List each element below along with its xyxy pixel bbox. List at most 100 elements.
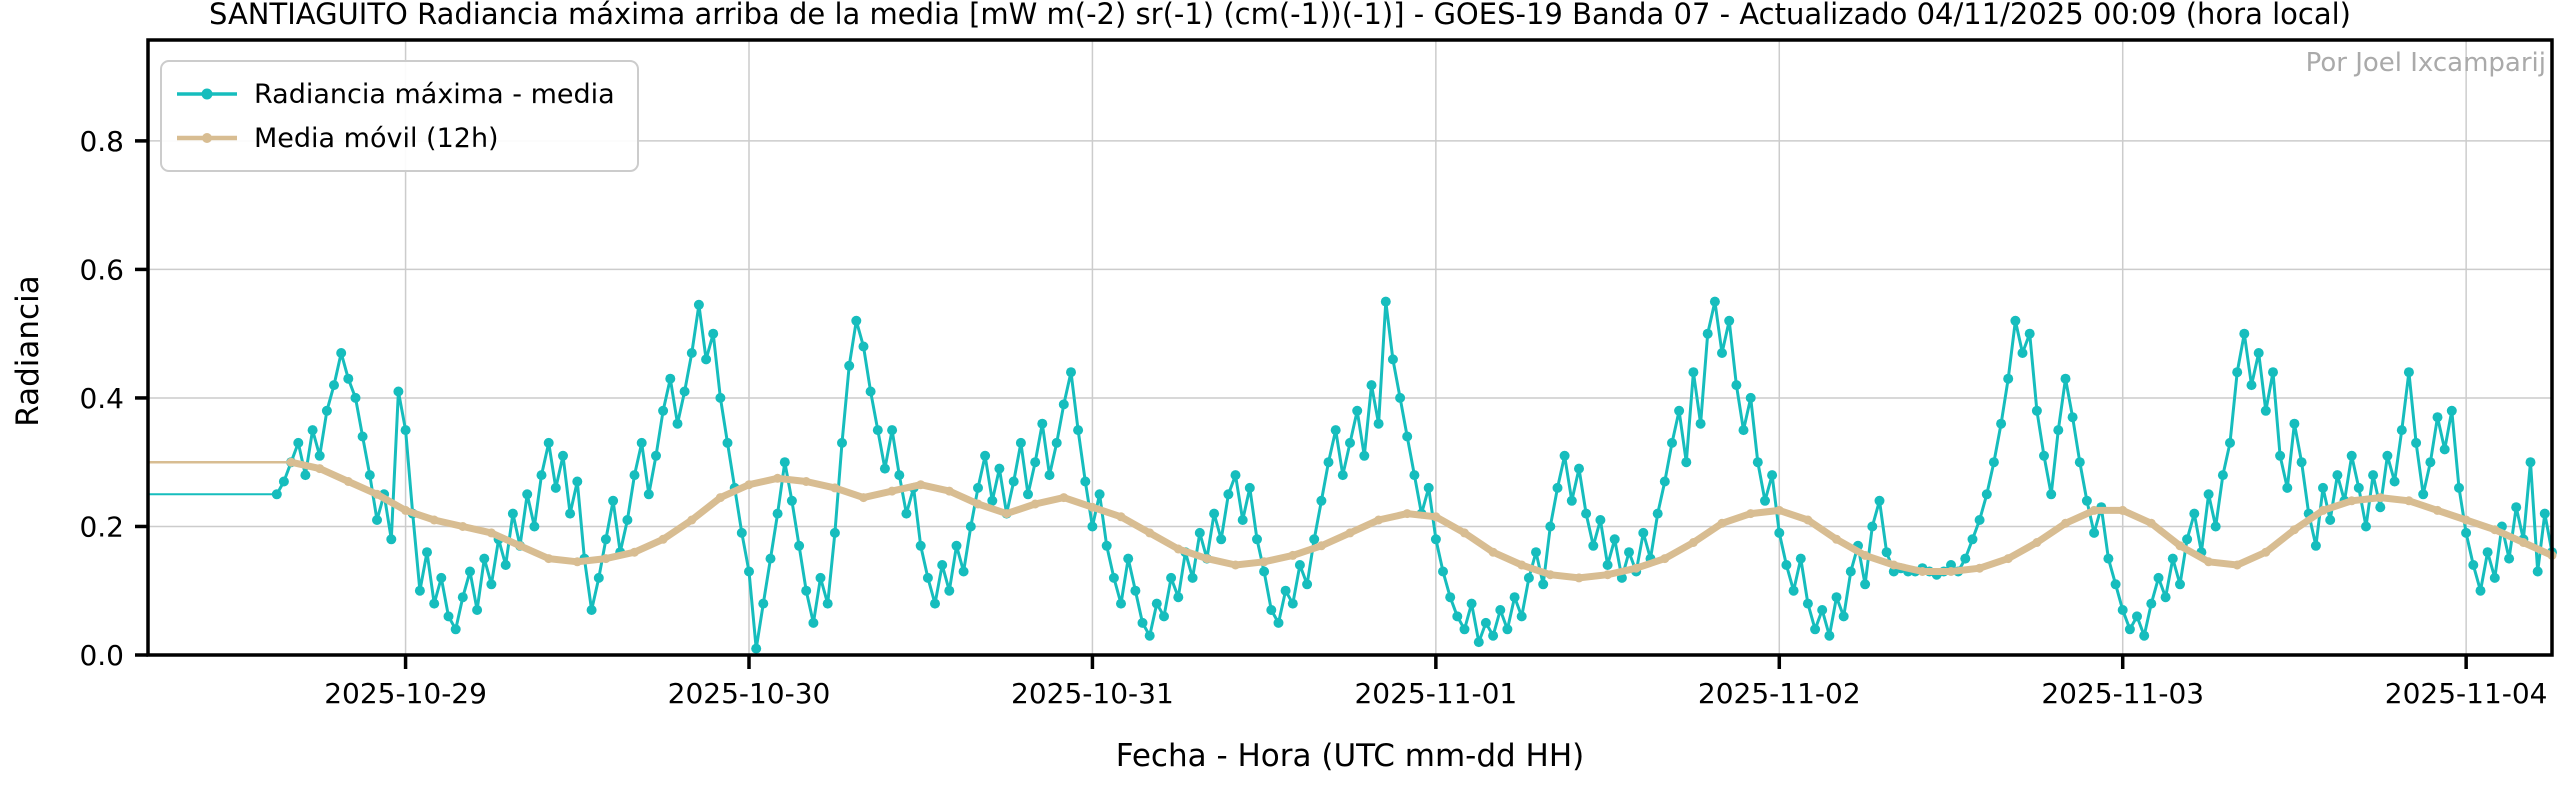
series-1-marker — [1545, 570, 1555, 580]
series-0-marker — [1559, 450, 1570, 461]
series-0-marker — [1502, 624, 1513, 635]
series-1-marker — [1488, 547, 1498, 557]
series-0-marker — [951, 540, 962, 551]
series-0-marker — [2031, 405, 2042, 416]
legend-item-max: Radiancia máxima - media — [176, 72, 615, 116]
series-0-marker — [2110, 579, 2121, 590]
series-1-marker — [1288, 550, 1298, 560]
series-0-marker — [1724, 315, 1735, 326]
series-0-marker — [2532, 566, 2543, 577]
series-1-marker — [1717, 518, 1727, 528]
series-0-marker — [1466, 598, 1477, 609]
series-0-marker — [1516, 611, 1527, 622]
series-0-marker — [2489, 572, 2500, 583]
series-0-marker — [465, 566, 475, 577]
series-0-marker — [629, 470, 640, 481]
series-1-marker — [2404, 496, 2414, 506]
series-0-marker — [1294, 560, 1305, 570]
y-tick-label: 0.4 — [79, 382, 124, 415]
x-axis-label: Fecha - Hora (UTC mm-dd HH) — [1115, 738, 1585, 774]
series-0-marker — [1781, 560, 1792, 570]
series-1-marker — [1002, 509, 1012, 519]
series-0-marker — [1209, 508, 1220, 519]
series-0-marker — [2275, 450, 2286, 461]
series-1-marker — [1832, 534, 1841, 544]
series-0-marker — [1488, 630, 1499, 641]
series-0-marker — [1960, 553, 1971, 564]
series-1-marker — [2375, 493, 2385, 503]
series-0-marker — [1459, 624, 1470, 635]
series-1-marker — [2433, 505, 2442, 515]
series-0-marker — [1330, 425, 1341, 436]
series-0-marker — [1252, 534, 1262, 545]
series-0-marker — [1702, 328, 1713, 339]
series-0-marker — [422, 547, 432, 558]
series-0-marker — [1738, 425, 1749, 436]
series-0-marker — [808, 617, 819, 628]
series-1-marker — [801, 477, 811, 486]
series-0-marker — [2081, 495, 2092, 506]
series-0-marker — [2511, 502, 2522, 513]
series-0-marker — [479, 553, 490, 564]
series-0-marker — [1445, 592, 1456, 603]
series-1-marker — [744, 480, 754, 490]
series-0-marker — [2468, 560, 2479, 570]
series-1-marker — [544, 554, 554, 564]
series-1-marker — [1059, 493, 1069, 503]
series-0-marker — [1652, 508, 1663, 519]
series-0-marker — [350, 392, 361, 403]
series-1-marker — [887, 486, 897, 496]
series-1-marker — [458, 522, 468, 531]
series-0-marker — [1187, 572, 1198, 583]
series-1-marker — [401, 505, 411, 515]
series-1-marker — [1202, 554, 1212, 564]
series-0-marker — [701, 354, 712, 365]
series-0-marker — [2310, 540, 2321, 551]
series-0-marker — [1874, 495, 1885, 506]
series-0-marker — [1774, 527, 1785, 538]
series-0-marker — [2089, 527, 2100, 538]
series-0-marker — [2067, 412, 2078, 423]
series-0-marker — [1495, 605, 1506, 615]
series-0-marker — [600, 534, 611, 545]
series-0-marker — [672, 418, 683, 429]
series-0-marker — [393, 386, 404, 397]
series-0-marker — [658, 405, 669, 416]
series-1-marker — [1603, 570, 1613, 580]
series-0-marker — [1237, 515, 1248, 525]
series-1-marker — [2347, 496, 2357, 506]
series-0-marker — [2160, 592, 2171, 603]
series-0-marker — [1051, 437, 1062, 448]
series-0-marker — [851, 315, 862, 326]
series-0-marker — [1230, 470, 1241, 481]
series-0-marker — [872, 425, 883, 436]
series-0-marker — [1030, 457, 1041, 468]
series-0-marker — [2289, 418, 2300, 429]
series-0-marker — [2124, 624, 2135, 635]
series-0-marker — [278, 476, 289, 487]
chart-root: 0.0 0.2 0.4 0.6 0.8 2025-10-29 2025-10-30 2025-… — [79, 38, 2557, 710]
series-0-marker — [973, 482, 983, 493]
series-0-marker — [536, 470, 547, 481]
series-0-marker — [1659, 476, 1670, 487]
series-1-line — [287, 458, 2556, 582]
series-0-marker — [500, 560, 511, 570]
series-0-marker — [2461, 527, 2472, 538]
series-0-marker — [879, 463, 890, 474]
series-0-marker — [622, 515, 633, 525]
series-0-marker — [1867, 521, 1878, 532]
series-0-marker — [2146, 598, 2157, 609]
series-1-marker — [1402, 509, 1412, 519]
series-1-marker — [916, 480, 926, 490]
series-1-marker — [2490, 525, 2500, 535]
series-1-marker — [515, 541, 525, 551]
series-0-marker — [1037, 418, 1048, 429]
series-0-marker — [558, 450, 568, 461]
series-0-marker — [2232, 367, 2243, 378]
series-1-marker — [2061, 518, 2070, 528]
legend-label-avg: Media móvil (12h) — [254, 122, 499, 154]
series-0-marker — [429, 598, 440, 609]
series-0-marker — [987, 495, 998, 506]
series-1-marker — [2032, 538, 2042, 547]
